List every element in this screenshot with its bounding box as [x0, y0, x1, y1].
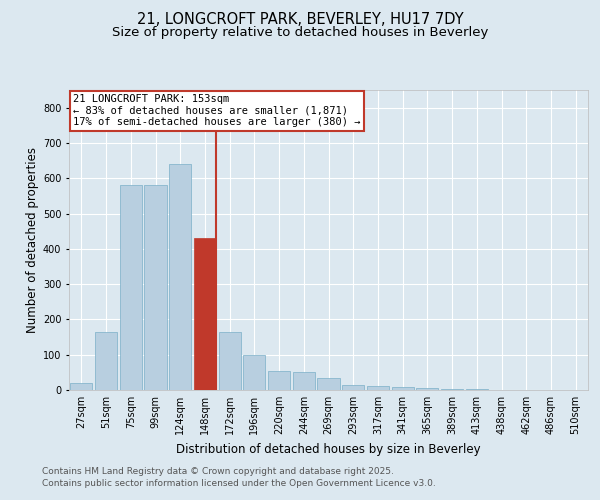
Bar — [342, 384, 364, 390]
Bar — [119, 186, 142, 390]
Text: 21 LONGCROFT PARK: 153sqm
← 83% of detached houses are smaller (1,871)
17% of se: 21 LONGCROFT PARK: 153sqm ← 83% of detac… — [73, 94, 361, 128]
Bar — [416, 388, 439, 390]
Bar — [441, 389, 463, 390]
X-axis label: Distribution of detached houses by size in Beverley: Distribution of detached houses by size … — [176, 442, 481, 456]
Bar — [392, 387, 414, 390]
Bar — [218, 332, 241, 390]
Bar — [317, 378, 340, 390]
Bar — [95, 332, 117, 390]
Bar — [243, 354, 265, 390]
Bar — [70, 383, 92, 390]
Bar — [169, 164, 191, 390]
Text: Contains HM Land Registry data © Crown copyright and database right 2025.: Contains HM Land Registry data © Crown c… — [42, 467, 394, 476]
Bar — [145, 186, 167, 390]
Bar — [194, 238, 216, 390]
Text: Size of property relative to detached houses in Beverley: Size of property relative to detached ho… — [112, 26, 488, 39]
Bar — [293, 372, 315, 390]
Text: Contains public sector information licensed under the Open Government Licence v3: Contains public sector information licen… — [42, 478, 436, 488]
Bar — [268, 370, 290, 390]
Y-axis label: Number of detached properties: Number of detached properties — [26, 147, 38, 333]
Bar — [466, 389, 488, 390]
Bar — [367, 386, 389, 390]
Text: 21, LONGCROFT PARK, BEVERLEY, HU17 7DY: 21, LONGCROFT PARK, BEVERLEY, HU17 7DY — [137, 12, 463, 28]
